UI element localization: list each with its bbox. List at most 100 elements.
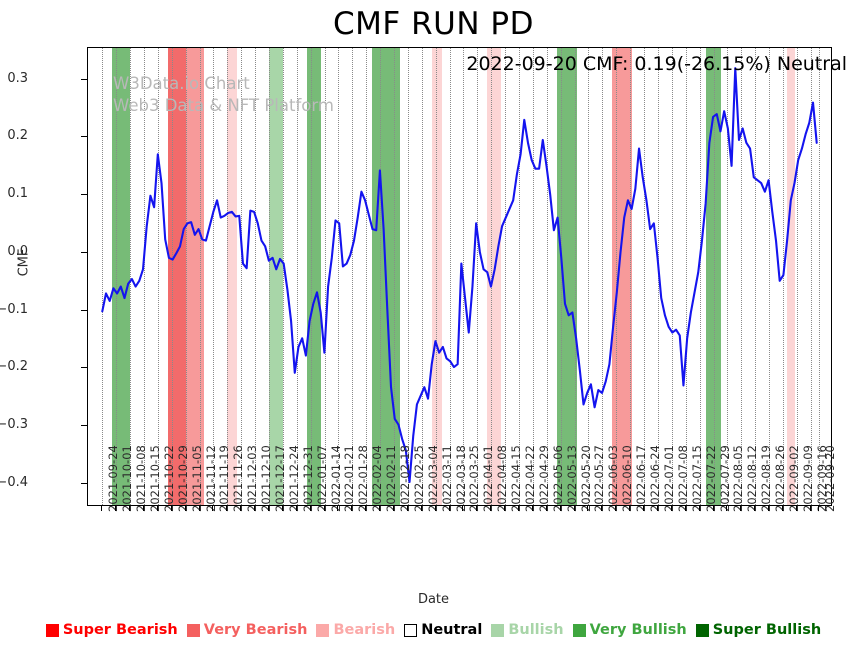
gridline xyxy=(588,48,590,505)
x-axis-tick-mark xyxy=(448,506,450,511)
x-axis-tick-mark xyxy=(698,506,700,511)
x-axis-tick-label: 2022-03-25 xyxy=(467,445,482,512)
x-axis-tick-mark xyxy=(587,506,589,511)
gridline xyxy=(435,48,437,505)
x-axis-tick-label: 2022-09-20 xyxy=(822,445,837,512)
gridline xyxy=(102,48,104,505)
y-axis-tick-mark xyxy=(81,482,87,484)
legend-item[interactable]: Bullish xyxy=(491,622,564,638)
x-axis-tick-mark xyxy=(531,506,533,511)
x-axis-tick-mark xyxy=(406,506,408,511)
sentiment-band xyxy=(269,48,283,505)
x-axis-tick-mark xyxy=(670,506,672,511)
x-axis-tick-label: 2022-08-12 xyxy=(745,445,760,512)
legend-swatch-icon xyxy=(695,623,709,637)
y-axis-tick-label: −0.4 xyxy=(0,474,28,490)
y-axis-tick-label: −0.1 xyxy=(0,301,28,317)
gridline xyxy=(366,48,368,505)
gridline xyxy=(421,48,423,505)
x-axis-tick-mark xyxy=(240,506,242,511)
x-axis-tick-mark xyxy=(198,506,200,511)
gridline xyxy=(185,48,187,505)
y-axis-tick-label: 0.0 xyxy=(7,243,28,259)
legend-swatch-icon xyxy=(316,623,330,637)
x-axis-tick-label: 2021-10-22 xyxy=(161,445,176,512)
x-axis-tick-mark xyxy=(142,506,144,511)
x-axis-tick-label: 2021-10-29 xyxy=(175,445,190,512)
legend-label: Very Bearish xyxy=(203,622,308,638)
sentiment-band xyxy=(227,48,238,505)
gridline xyxy=(671,48,673,505)
gridline xyxy=(394,48,396,505)
gridline xyxy=(546,48,548,505)
gridline xyxy=(699,48,701,505)
gridline xyxy=(241,48,243,505)
gridline xyxy=(171,48,173,505)
gridline xyxy=(269,48,270,505)
legend-item[interactable]: Very Bearish xyxy=(186,622,308,638)
gridline xyxy=(282,48,284,505)
x-axis-tick-label: 2022-07-29 xyxy=(717,445,732,512)
x-axis-tick-mark xyxy=(156,506,158,511)
x-axis-tick-label: 2021-12-10 xyxy=(259,445,274,512)
x-axis-tick-label: 2022-01-07 xyxy=(314,445,329,512)
gridline xyxy=(741,48,743,505)
gridline xyxy=(818,48,820,505)
gridline xyxy=(463,48,465,505)
legend-label: Neutral xyxy=(421,622,483,638)
sentiment-band xyxy=(786,48,795,505)
x-axis-tick-label: 2022-06-17 xyxy=(634,445,649,512)
x-axis-tick-label: 2021-11-19 xyxy=(217,445,232,512)
x-axis-tick-label: 2022-04-22 xyxy=(523,445,538,512)
x-axis-tick-label: 2022-07-22 xyxy=(703,445,718,512)
y-axis-tick-mark xyxy=(81,78,87,80)
vertical-gridlines xyxy=(88,48,831,505)
x-axis-tick-mark xyxy=(629,506,631,511)
x-axis-tick-mark xyxy=(420,506,422,511)
chart-legend: Super Bearish Very Bearish Bearish Neutral B… xyxy=(0,622,867,638)
y-axis-tick-label: 0.2 xyxy=(7,128,28,144)
x-axis-tick-label: 2021-09-24 xyxy=(106,445,121,512)
x-axis-tick-mark xyxy=(323,506,325,511)
x-axis-tick-mark xyxy=(184,506,186,511)
x-axis-tick-label: 2021-12-03 xyxy=(245,445,260,512)
x-axis-tick-mark xyxy=(490,506,492,511)
y-axis-tick-label: −0.2 xyxy=(0,359,28,375)
legend-label: Bearish xyxy=(333,622,396,638)
legend-item[interactable]: Bearish xyxy=(316,622,395,638)
x-axis-tick-label: 2022-01-21 xyxy=(342,445,357,512)
legend-swatch-icon xyxy=(572,623,586,637)
legend-label: Bullish xyxy=(508,622,564,638)
x-axis-tick-label: 2022-05-20 xyxy=(578,445,593,512)
x-axis-tick-mark xyxy=(726,506,728,511)
legend-label: Super Bullish xyxy=(712,622,822,638)
legend-item[interactable]: Very Bullish xyxy=(572,622,687,638)
x-axis-tick-label: 2021-10-15 xyxy=(147,445,162,512)
x-axis-tick-mark xyxy=(170,506,172,511)
x-axis-tick-mark xyxy=(740,506,742,511)
legend-item[interactable]: Super Bearish xyxy=(45,622,178,638)
x-axis-tick-mark xyxy=(545,506,547,511)
legend-swatch-icon xyxy=(404,623,418,637)
gridline xyxy=(560,48,562,505)
sentiment-band xyxy=(185,48,204,505)
x-axis-tick-label: 2022-02-25 xyxy=(411,445,426,512)
x-axis-tick-mark xyxy=(281,506,283,511)
gridline xyxy=(143,48,145,505)
x-axis-tick-label: 2022-05-13 xyxy=(564,445,579,512)
x-axis-tick-mark xyxy=(573,506,575,511)
legend-item[interactable]: Neutral xyxy=(404,622,482,638)
x-axis-tick-mark xyxy=(101,506,103,511)
x-axis-tick-label: 2022-06-03 xyxy=(606,445,621,512)
legend-item[interactable]: Super Bullish xyxy=(695,622,822,638)
x-axis-tick-mark xyxy=(795,506,797,511)
x-axis-tick-label: 2022-06-10 xyxy=(620,445,635,512)
x-axis-tick-mark xyxy=(393,506,395,511)
gridline xyxy=(532,48,534,505)
x-axis-tick-label: 2022-09-09 xyxy=(800,445,815,512)
current-value-annotation: 2022-09-20 CMF: 0.19(-26.15%) Neutral xyxy=(466,53,847,75)
x-axis-tick-label: 2022-03-18 xyxy=(453,445,468,512)
legend-label: Very Bullish xyxy=(589,622,687,638)
gridline xyxy=(310,48,312,505)
